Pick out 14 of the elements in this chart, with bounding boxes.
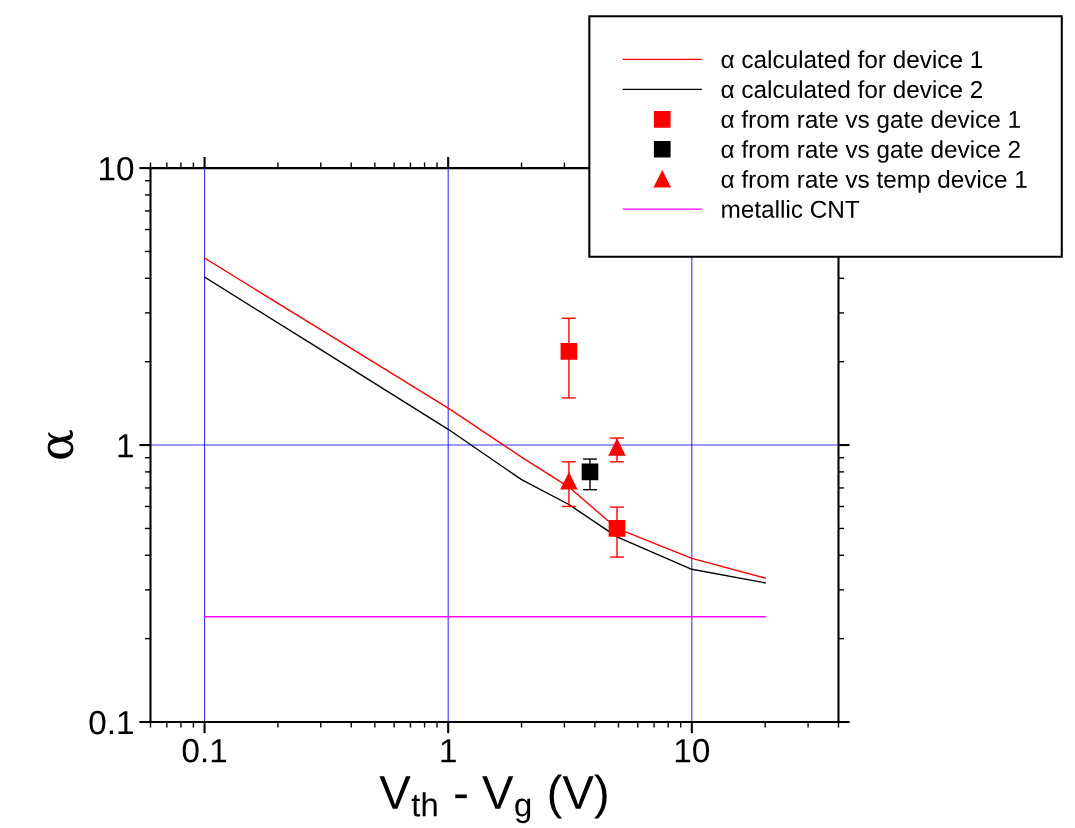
y-tick-label: 1: [118, 434, 133, 458]
x-tick-label: 10: [675, 738, 710, 763]
x-tick-label: 1: [441, 739, 456, 763]
y-tick-label: 0.1: [89, 710, 133, 735]
legend-label: α from rate vs gate device 2: [721, 140, 1020, 163]
legend-label: α calculated for device 2: [721, 80, 983, 99]
legend-label: α from rate vs temp device 1: [721, 170, 1027, 193]
legend-label: metallic CNT: [722, 200, 860, 218]
x-axis-title: V$_{th}$ - V$_{g}$ (V): [379, 774, 607, 824]
legend-label: α from rate vs gate device 1: [721, 110, 1020, 133]
y-axis-title: α: [47, 430, 74, 459]
legend-label: α calculated for device 1: [721, 50, 983, 69]
y-tick-label: 10: [100, 156, 134, 181]
x-tick-label: 0.1: [182, 738, 227, 763]
